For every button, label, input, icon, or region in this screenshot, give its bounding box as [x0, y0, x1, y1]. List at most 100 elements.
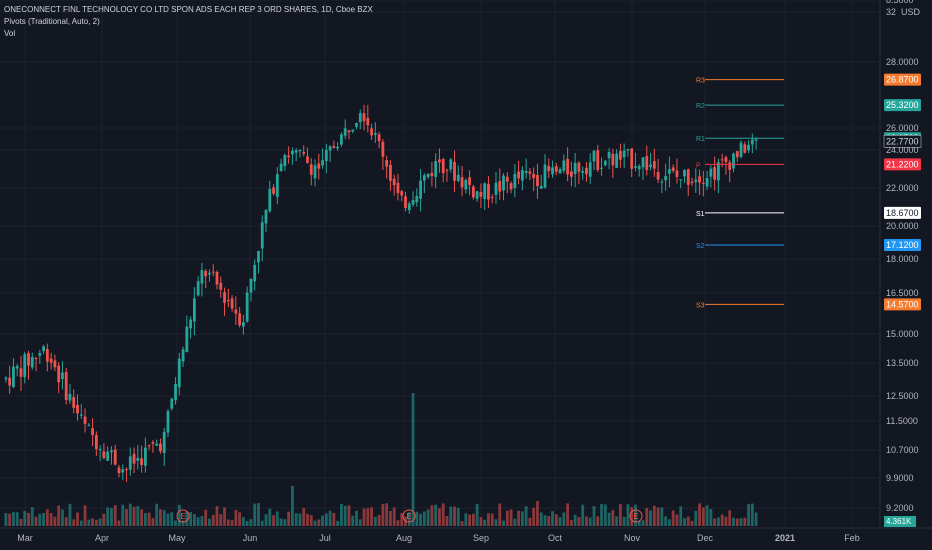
price-tick-label: 11.5000: [886, 416, 918, 426]
candle-body: [189, 319, 193, 329]
volume-bar: [607, 512, 611, 526]
candle-body: [438, 159, 441, 163]
candle-body: [370, 128, 373, 136]
candle-body: [283, 155, 287, 167]
candle-body: [698, 176, 701, 183]
volume-bar: [603, 504, 607, 526]
candle-body: [57, 365, 61, 383]
volume-bar: [686, 516, 690, 526]
candle-body: [468, 177, 471, 186]
time-tick-label: May: [168, 533, 186, 543]
candle-body: [260, 222, 264, 249]
volume-bar: [72, 519, 76, 526]
candle-body: [121, 469, 125, 473]
volume-bar: [385, 503, 389, 526]
volume-bar: [739, 518, 743, 526]
volume-bar: [694, 510, 698, 526]
candle-body: [91, 428, 94, 436]
volume-bar: [27, 512, 30, 526]
time-tick-label: Feb: [844, 533, 860, 543]
volume-bar: [215, 506, 219, 526]
candle-body: [536, 175, 539, 187]
volume-bar: [23, 511, 27, 526]
candle-body: [27, 353, 30, 366]
candle-body: [747, 144, 750, 151]
volume-bar: [581, 504, 585, 526]
candle-body: [12, 366, 15, 388]
candle-body: [520, 170, 524, 181]
candle-body: [321, 160, 324, 166]
candle-body: [456, 174, 460, 181]
candle-body: [279, 163, 283, 171]
candle-body: [106, 451, 110, 461]
candle-body: [539, 185, 543, 189]
pivot-price-label: 14.5700: [886, 299, 919, 309]
candle-body: [652, 161, 656, 169]
volume-bar: [238, 512, 242, 526]
volume-bar: [79, 520, 83, 526]
candle-body: [411, 200, 415, 205]
volume-bar: [407, 512, 411, 526]
pivot-price-tag: [884, 158, 921, 171]
candle-body: [166, 411, 170, 433]
volume-bar: [415, 511, 419, 526]
volume-bar: [257, 503, 260, 526]
volume-bar: [336, 520, 340, 526]
candle-body: [720, 159, 724, 161]
candle-body: [358, 113, 362, 123]
candle-body: [569, 171, 573, 177]
candle-body: [524, 170, 528, 173]
candle-body: [630, 148, 634, 169]
candle-body: [566, 158, 570, 175]
candle-body: [15, 366, 19, 369]
candle-body: [351, 129, 355, 132]
volume-bar: [720, 514, 724, 526]
pivot-price-tag: [884, 298, 921, 311]
candle-body: [385, 160, 389, 167]
volume-bar: [332, 512, 336, 526]
candle-body: [404, 196, 407, 208]
volume-bar: [196, 517, 200, 526]
earnings-marker-icon: [176, 509, 190, 523]
price-tick-label: 13.5000: [886, 358, 919, 368]
pivot-price-tag: [884, 206, 921, 219]
candle-body: [30, 356, 34, 368]
volume-bar: [151, 517, 155, 526]
candle-body: [268, 188, 272, 212]
volume-bar: [68, 503, 72, 526]
earnings-marker-icon: [402, 509, 416, 523]
candle-body: [19, 368, 23, 377]
candle-body: [336, 146, 340, 149]
candle-body: [192, 298, 196, 322]
volume-bar: [204, 509, 208, 526]
volume-bar: [392, 507, 396, 526]
candle-body: [724, 157, 728, 163]
candle-body: [102, 451, 106, 459]
price-tick-label: 18.0000: [886, 254, 919, 264]
volume-indicator-label[interactable]: Vol: [4, 29, 16, 38]
volume-bar: [430, 505, 434, 526]
candle-body: [422, 175, 426, 181]
candle-body: [679, 179, 683, 181]
volume-value-label: 4.361K: [886, 517, 912, 526]
pivots-indicator-label[interactable]: Pivots (Traditional, Auto, 2): [4, 17, 100, 26]
candle-body: [528, 171, 532, 174]
candle-body: [373, 132, 377, 136]
volume-bar: [128, 503, 132, 526]
symbol-title[interactable]: ONECONNECT FINL TECHNOLOGY CO LTD SPON A…: [4, 5, 373, 14]
volume-bar: [411, 393, 415, 526]
time-tick-label: Dec: [697, 533, 714, 543]
volume-bar: [143, 513, 147, 526]
volume-bar: [370, 507, 373, 526]
candle-body: [34, 357, 38, 359]
volume-bar: [294, 513, 298, 526]
price-tick-label: 22.0000: [886, 183, 919, 193]
volume-bar: [528, 517, 532, 526]
price-tick-label: 16.5000: [886, 288, 919, 298]
candle-body: [683, 170, 686, 177]
volume-bar: [174, 520, 177, 526]
volume-bar: [223, 507, 226, 526]
volume-bar: [641, 520, 645, 526]
candle-body: [754, 139, 758, 141]
